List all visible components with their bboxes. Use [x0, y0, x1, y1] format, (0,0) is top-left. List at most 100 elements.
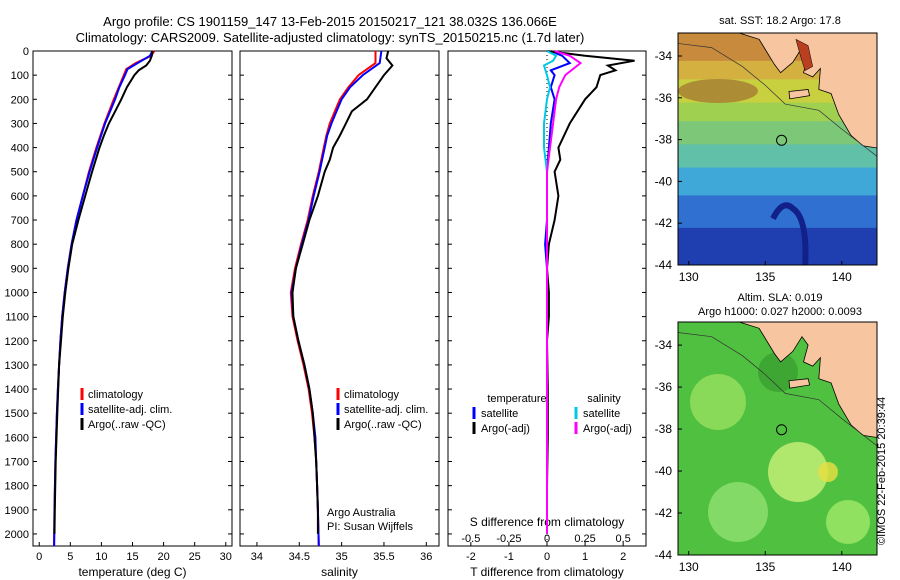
salinity-xtick-label: 36	[420, 551, 432, 563]
depth-tick-label: 600	[11, 191, 29, 203]
difference-xtick-label: 2	[620, 551, 626, 563]
sst-band	[678, 121, 877, 146]
map-ytick-label: -38	[655, 422, 673, 436]
kangaroo-island	[788, 88, 811, 100]
sla-blob	[758, 352, 798, 392]
temperature-xtick-label: 30	[220, 551, 232, 563]
depth-tick-label: 700	[11, 215, 29, 227]
figure-title-line2: Climatology: CARS2009. Satellite-adjuste…	[75, 30, 585, 45]
difference-series-3	[546, 50, 583, 534]
map-xtick-label: 130	[679, 270, 699, 284]
sst-band	[678, 167, 877, 197]
map-ytick-label: -44	[655, 258, 673, 272]
map-ytick-label: -36	[655, 380, 673, 394]
map-ytick-label: -40	[655, 464, 673, 478]
diff-legend-label: satellite	[583, 408, 620, 420]
sst-warm-patch	[678, 79, 758, 103]
temperature-xtick-label: 25	[189, 551, 201, 563]
depth-tick-label: 300	[11, 118, 29, 130]
shelf-contour	[678, 43, 877, 157]
salinity-xtick-label: 34	[251, 551, 263, 563]
sst-map-frame	[677, 32, 878, 266]
sla-map-title-line1: Altim. SLA: 0.019	[737, 292, 823, 304]
depth-tick-label: 1000	[5, 287, 29, 299]
temperature-legend-label: satellite-adj. clim.	[88, 404, 172, 416]
sst-gulf	[795, 38, 813, 71]
sst-band	[678, 144, 877, 169]
depth-tick-label: 1800	[5, 481, 29, 493]
salinity-xlabel: salinity	[321, 565, 358, 579]
sdiff-tick-label: -0.25	[496, 533, 521, 545]
temperature-xtick-label: 5	[67, 551, 73, 563]
map-ytick-label: -38	[655, 133, 673, 147]
map-xtick-label: 130	[679, 560, 699, 574]
difference-xlabel: T difference from climatology	[470, 565, 624, 579]
temperature-xtick-label: 0	[36, 551, 42, 563]
depth-tick-label: 1200	[5, 336, 29, 348]
sst-eddy	[770, 202, 809, 265]
map-ytick-label: -40	[655, 174, 673, 188]
map-xtick-label: 135	[755, 560, 775, 574]
temperature-series-2	[53, 50, 154, 534]
temperature-legend-label: climatology	[88, 389, 144, 401]
sla-map-title-line2: Argo h1000: 0.027 h2000: 0.0093	[698, 306, 862, 318]
salinity-legend-label: satellite-adj. clim.	[344, 404, 428, 416]
sla-blob	[826, 500, 870, 544]
argo-location-marker	[776, 134, 788, 146]
depth-tick-label: 0	[23, 46, 29, 58]
depth-tick-label: 800	[11, 239, 29, 251]
map-ytick-label: -34	[655, 49, 673, 63]
land-polygon	[739, 322, 877, 438]
figure-title-line1: Argo profile: CS 1901159_147 13-Feb-2015…	[103, 14, 557, 29]
land-polygon	[739, 33, 877, 149]
difference-xtick-label: 1	[582, 551, 588, 563]
sla-blob	[690, 374, 746, 430]
depth-tick-label: 1100	[5, 312, 29, 324]
depth-tick-label: 1400	[5, 384, 29, 396]
depth-tick-label: 2000	[5, 529, 29, 541]
salinity-xtick-label: 34.5	[289, 551, 310, 563]
salinity-legend-label: Argo(..raw -QC)	[344, 419, 422, 431]
depth-tick-label: 400	[11, 143, 29, 155]
depth-tick-label: 500	[11, 167, 29, 179]
salinity-xtick-label: 35.5	[373, 551, 394, 563]
sdiff-tick-label: -0.5	[461, 533, 480, 545]
sdiff-tick-label: 0.25	[574, 533, 595, 545]
depth-tick-label: 1500	[5, 408, 29, 420]
temperature-xtick-label: 20	[157, 551, 169, 563]
sst-map-field	[678, 33, 877, 265]
shelf-contour	[678, 332, 877, 447]
salinity-legend-label: climatology	[344, 389, 400, 401]
temperature-frame	[32, 50, 233, 547]
salinity-frame	[239, 50, 440, 547]
diff-legend-label: satellite	[481, 408, 518, 420]
tdiff-legend-title: temperature	[487, 393, 546, 405]
salinity-xtick-label: 35	[335, 551, 347, 563]
kangaroo-island	[788, 378, 811, 389]
argo-location-marker	[776, 424, 788, 436]
map-xtick-label: 140	[832, 270, 852, 284]
sst-band	[678, 227, 877, 265]
depth-tick-label: 900	[11, 263, 29, 275]
temperature-xtick-label: 10	[95, 551, 107, 563]
depth-tick-label: 1300	[5, 360, 29, 372]
sdiff-legend-title: salinity	[587, 393, 621, 405]
difference-xtick-label: -1	[504, 551, 514, 563]
salinity-annotation: Argo Australia	[327, 507, 396, 519]
depth-tick-label: 100	[11, 70, 29, 82]
sla-blob	[818, 462, 838, 482]
diff-legend-label: Argo(-adj)	[481, 423, 530, 435]
map-ytick-label: -44	[655, 548, 673, 562]
imos-watermark: ©IMOS 22-Feb-2015 20:39:44	[876, 396, 888, 545]
map-xtick-label: 140	[832, 560, 852, 574]
depth-tick-label: 1700	[5, 456, 29, 468]
sdiff-tick-label: 0.5	[616, 533, 631, 545]
salinity-series-2	[291, 50, 394, 534]
map-ytick-label: -42	[655, 216, 673, 230]
sla-map-field	[678, 322, 877, 555]
depth-tick-label: 200	[11, 94, 29, 106]
salinity-annotation: PI: Susan Wijffels	[327, 521, 413, 533]
difference-xtick-label: -2	[466, 551, 476, 563]
temperature-xtick-label: 15	[126, 551, 138, 563]
